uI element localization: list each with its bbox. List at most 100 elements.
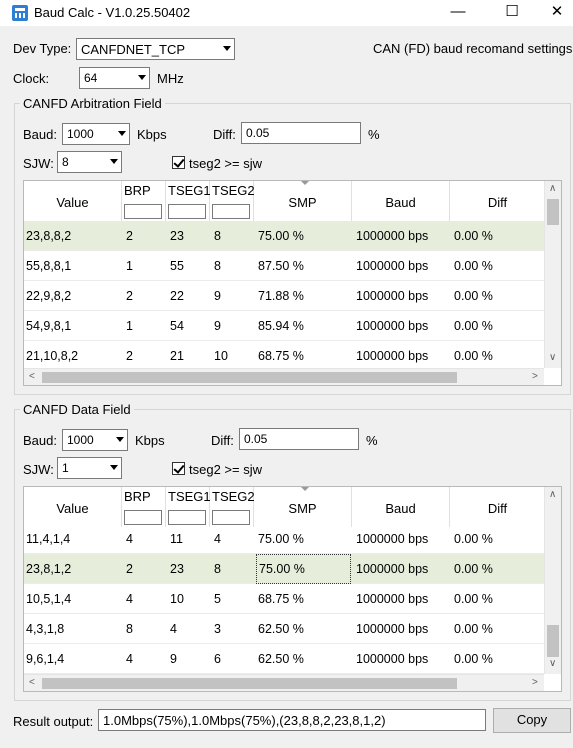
table-cell[interactable]: 23,8,8,2 [26,229,72,243]
table-cell[interactable]: 8 [214,229,221,243]
table-cell[interactable]: 5 [214,592,221,606]
table-cell[interactable]: 0.00 % [454,259,493,273]
column-header-diff[interactable]: Diff [450,181,546,221]
filter-input-brp[interactable] [124,510,162,525]
scroll-up-icon[interactable]: ∧ [549,489,557,500]
table-cell[interactable]: 10 [214,349,228,363]
table-row[interactable]: 9,6,1,4 4 9 6 62.50 % 1000000 bps 0.00 % [24,644,544,674]
table-cell[interactable]: 85.94 % [258,319,304,333]
table-cell[interactable]: 4 [126,532,133,546]
column-header-smp[interactable]: SMP [254,181,352,221]
copy-button[interactable]: Copy [493,708,571,733]
scroll-right-icon[interactable]: > [532,677,538,688]
table-cell[interactable]: 11 [170,532,183,546]
filter-input-tseg2[interactable] [212,510,250,525]
table-cell[interactable]: 22 [170,289,184,303]
vertical-scrollbar[interactable]: ∧ ∨ [544,487,561,674]
arb-diff-input[interactable]: 0.05 [241,122,361,144]
table-cell[interactable]: 75.00 % [256,554,351,584]
table-cell[interactable]: 4 [126,592,133,606]
filter-input-tseg1[interactable] [168,204,206,219]
table-cell[interactable]: 1 [126,319,133,333]
scroll-left-icon[interactable]: < [29,371,35,382]
table-cell[interactable]: 1000000 bps [356,229,429,243]
table-cell[interactable]: 9 [214,289,221,303]
column-header-value[interactable]: Value [24,487,122,527]
table-cell[interactable]: 1000000 bps [356,532,429,546]
table-cell[interactable]: 2 [126,349,133,363]
table-cell[interactable]: 9 [214,319,221,333]
table-cell[interactable]: 21,10,8,2 [26,349,79,363]
table-cell[interactable]: 1000000 bps [356,259,429,273]
table-cell[interactable]: 62.50 % [258,622,304,636]
table-cell[interactable]: 9,6,1,4 [26,652,65,666]
table-cell[interactable]: 1000000 bps [356,562,429,576]
table-cell[interactable]: 0.00 % [454,319,493,333]
table-cell[interactable]: 54 [170,319,184,333]
scroll-up-icon[interactable]: ∧ [549,183,557,194]
table-cell[interactable]: 0.00 % [454,562,493,576]
filter-input-tseg2[interactable] [212,204,250,219]
column-header-brp[interactable]: BRP [122,487,166,527]
clock-select[interactable]: 64 [79,67,150,89]
scroll-right-icon[interactable]: > [532,371,538,382]
table-cell[interactable]: 0.00 % [454,652,493,666]
table-cell[interactable]: 0.00 % [454,349,493,363]
scroll-thumb[interactable] [42,678,457,689]
table-cell[interactable]: 2 [126,289,133,303]
data-baud-select[interactable]: 1000 [62,429,128,451]
table-cell[interactable]: 4 [214,532,221,546]
table-cell[interactable]: 87.50 % [258,259,304,273]
table-cell[interactable]: 4,3,1,8 [26,622,65,636]
table-cell[interactable]: 23,8,1,2 [26,562,72,576]
scroll-down-icon[interactable]: ∨ [549,352,557,363]
arb-sjw-select[interactable]: 8 [57,151,122,173]
table-cell[interactable]: 71.88 % [258,289,304,303]
table-cell[interactable]: 55,8,8,1 [26,259,72,273]
scroll-thumb[interactable] [547,625,559,657]
table-row[interactable]: 23,8,8,2 2 23 8 75.00 % 1000000 bps 0.00… [24,221,544,251]
maximize-button[interactable]: ☐ [505,3,519,20]
table-row[interactable]: 54,9,8,1 1 54 9 85.94 % 1000000 bps 0.00… [24,311,544,341]
table-cell[interactable]: 4 [170,622,177,636]
table-row[interactable]: 21,10,8,2 2 21 10 68.75 % 1000000 bps 0.… [24,341,544,371]
column-header-baud[interactable]: Baud [352,181,450,221]
column-header-baud[interactable]: Baud [352,487,450,527]
column-header-tseg2[interactable]: TSEG2 [210,487,255,527]
table-row[interactable]: 22,9,8,2 2 22 9 71.88 % 1000000 bps 0.00… [24,281,544,311]
column-header-smp[interactable]: SMP [254,487,352,527]
column-header-diff[interactable]: Diff [450,487,546,527]
arb-tseg-checkbox[interactable] [172,156,185,169]
table-cell[interactable]: 62.50 % [258,652,304,666]
table-cell[interactable]: 0.00 % [454,289,493,303]
table-cell[interactable]: 3 [214,622,221,636]
column-header-value[interactable]: Value [24,181,122,221]
column-header-tseg1[interactable]: TSEG1 [166,181,211,221]
column-header-tseg2[interactable]: TSEG2 [210,181,255,221]
table-cell[interactable]: 10,5,1,4 [26,592,72,606]
table-row[interactable]: 55,8,8,1 1 55 8 87.50 % 1000000 bps 0.00… [24,251,544,281]
table-cell[interactable]: 68.75 % [258,592,304,606]
table-cell[interactable]: 1000000 bps [356,622,429,636]
minimize-button[interactable]: — [450,3,466,20]
scroll-thumb[interactable] [42,372,457,383]
dev-type-select[interactable]: CANFDNET_TCP [76,38,235,60]
table-row[interactable]: 4,3,1,8 8 4 3 62.50 % 1000000 bps 0.00 % [24,614,544,644]
scroll-thumb[interactable] [547,199,559,225]
table-cell[interactable]: 55 [170,259,184,273]
table-cell[interactable]: 75.00 % [258,532,304,546]
table-cell[interactable]: 23 [170,562,184,576]
scroll-left-icon[interactable]: < [29,677,35,688]
table-cell[interactable]: 1000000 bps [356,652,429,666]
filter-input-tseg1[interactable] [168,510,206,525]
table-cell[interactable]: 21 [170,349,184,363]
table-cell[interactable]: 4 [126,652,133,666]
table-cell[interactable]: 0.00 % [454,532,493,546]
table-row[interactable]: 10,5,1,4 4 10 5 68.75 % 1000000 bps 0.00… [24,584,544,614]
table-cell[interactable]: 75.00 % [258,229,304,243]
table-row[interactable]: 11,4,1,4 4 11 4 75.00 % 1000000 bps 0.00… [24,524,544,554]
table-cell[interactable]: 8 [214,259,221,273]
table-cell[interactable]: 0.00 % [454,229,493,243]
table-cell[interactable]: 22,9,8,2 [26,289,72,303]
table-cell[interactable]: 1000000 bps [356,592,429,606]
